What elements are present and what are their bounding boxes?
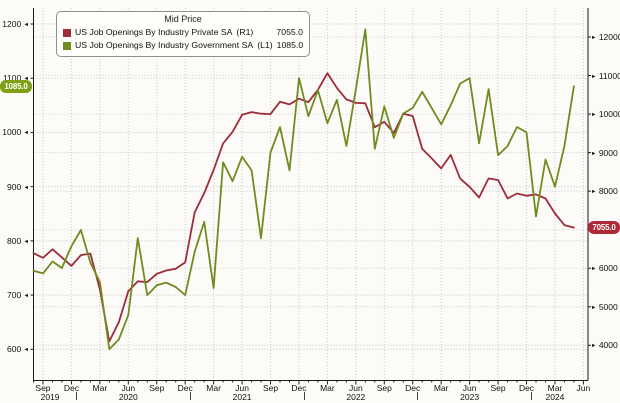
x-axis-month-label: Jun: [121, 383, 136, 393]
right-tick-arrow-icon: ►: [591, 304, 597, 311]
x-axis-month-label: Jun: [235, 383, 249, 393]
x-axis-year-label: 2022: [346, 392, 366, 402]
left-axis-tick-label: 800 ◄: [7, 235, 29, 246]
right-axis-tick-label: ► 10000: [591, 109, 620, 120]
x-axis-month-label: Mar: [547, 383, 563, 393]
year-divider-tick: [417, 392, 419, 400]
left-tick-arrow-icon: ◄: [23, 22, 29, 28]
private-series-swatch-icon: [63, 28, 71, 37]
left-tick-arrow-icon: ◄: [23, 293, 29, 300]
x-axis-month-label: Dec: [405, 383, 421, 393]
government-series-line: [32, 28, 575, 351]
x-axis-month-label: Dec: [518, 383, 535, 393]
left-tick-arrow-icon: ◄: [23, 347, 29, 354]
x-axis-month-label: Mar: [206, 383, 221, 393]
left-axis-tick-label: 900 ◄: [7, 181, 29, 192]
left-axis-tick-label: 700 ◄: [7, 290, 29, 301]
x-axis-month-label: Mar: [320, 383, 335, 393]
x-axis-month-label: Dec: [291, 383, 307, 393]
x-axis-month-label: Mar: [92, 383, 108, 393]
legend-axis-tag-government: (L1): [257, 40, 273, 50]
right-tick-arrow-icon: ►: [591, 112, 597, 119]
x-axis-year-label: 2024: [545, 392, 565, 402]
right-axis-tick-label: ► 6000: [591, 263, 618, 274]
x-axis-year-label: 2023: [460, 392, 480, 402]
left-tick-arrow-icon: ◄: [23, 184, 29, 191]
x-axis-year-label: 2019: [40, 392, 60, 402]
right-tick-arrow-icon: ►: [591, 266, 597, 273]
x-axis-month-label: Sep: [490, 383, 506, 393]
x-axis-month-label: Sep: [262, 383, 279, 393]
right-axis-tick-label: ► 8000: [591, 186, 618, 197]
private-last-value-badge: 7055.0: [588, 221, 620, 235]
right-axis-tick-label: ► 4000: [591, 340, 618, 351]
left-axis-tick-label: 1100 ◄: [0, 73, 29, 84]
right-axis-tick-label: ► 9000: [591, 147, 618, 158]
legend-label-government: US Job Openings By Industry Government S…: [75, 40, 254, 50]
right-tick-arrow-icon: ►: [591, 73, 597, 80]
legend-box: Mid Price US Job Openings By Industry Pr…: [56, 11, 310, 57]
legend-row-private[interactable]: US Job Openings By Industry Private SA (…: [63, 26, 303, 39]
year-divider-tick: [189, 392, 191, 400]
x-axis-month-label: Jun: [462, 383, 477, 393]
x-axis-month-label: Sep: [35, 383, 51, 393]
government-last-value-badge: 1085.0: [0, 79, 32, 93]
x-axis-month-label: Dec: [63, 383, 79, 393]
legend-axis-tag-private: (R1): [236, 27, 254, 37]
right-axis-tick-label: ► 12000: [591, 32, 620, 42]
legend-value-government: 1085.0: [276, 40, 304, 50]
x-axis-month-label: Sep: [376, 383, 392, 393]
left-axis-tick-label: 600 ◄: [7, 344, 29, 355]
government-series-swatch-icon: [63, 41, 71, 50]
left-tick-arrow-icon: ◄: [23, 130, 29, 137]
right-tick-arrow-icon: ►: [591, 35, 597, 41]
x-axis-month-label: Mar: [433, 383, 449, 393]
legend-value-private: 7055.0: [276, 27, 303, 37]
left-tick-arrow-icon: ◄: [23, 238, 29, 245]
x-axis-month-label: Sep: [149, 383, 165, 393]
year-divider-tick: [76, 392, 78, 400]
legend-label-private: US Job Openings By Industry Private SA: [75, 27, 233, 37]
right-axis-tick-label: ► 11000: [591, 70, 620, 81]
x-axis-month-label: Dec: [177, 383, 193, 393]
right-tick-arrow-icon: ►: [591, 189, 597, 196]
legend-row-government[interactable]: US Job Openings By Industry Government S…: [63, 39, 303, 52]
right-tick-arrow-icon: ►: [591, 150, 597, 157]
left-axis-tick-label: 1200 ◄: [2, 19, 29, 29]
legend-title: Mid Price: [164, 14, 202, 24]
x-axis-year-label: 2020: [118, 392, 138, 402]
year-divider-tick: [531, 392, 533, 400]
right-axis-tick-label: ► 5000: [591, 301, 618, 312]
year-divider-tick: [303, 392, 305, 400]
x-axis-year-label: 2021: [232, 392, 252, 402]
right-tick-arrow-icon: ►: [591, 343, 597, 350]
x-axis-month-label: Jun: [576, 383, 591, 393]
x-axis-month-label: Jun: [348, 383, 363, 393]
left-tick-arrow-icon: ◄: [24, 76, 29, 82]
left-axis-tick-label: 1000 ◄: [2, 127, 29, 138]
